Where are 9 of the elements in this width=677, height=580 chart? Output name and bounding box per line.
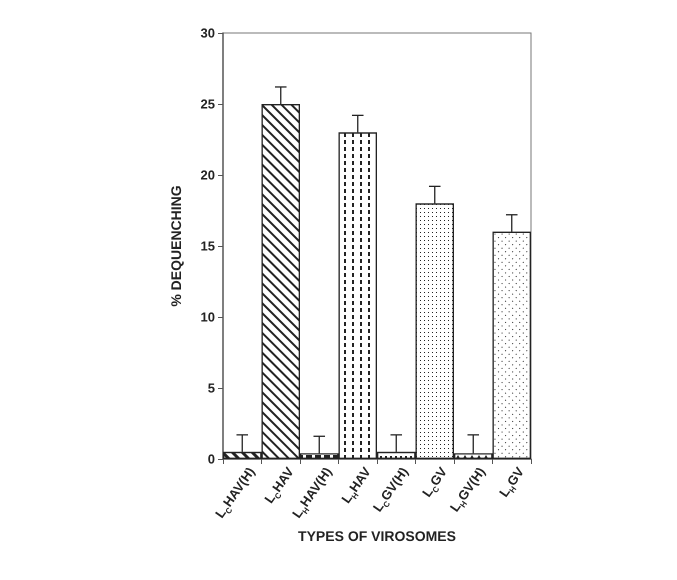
y-tick-label: 25 bbox=[200, 96, 215, 112]
y-axis-title: % DEQUENCHING bbox=[168, 185, 184, 307]
y-tick-label: 15 bbox=[200, 238, 215, 254]
y-tick-label: 20 bbox=[200, 168, 215, 182]
y-tick-label: 10 bbox=[200, 310, 215, 324]
x-axis-title: TYPES OF VIROSOMES bbox=[298, 528, 456, 544]
y-tick-label: 5 bbox=[208, 380, 215, 396]
y-tick-label: 0 bbox=[208, 452, 215, 466]
y-tick-label: 30 bbox=[200, 26, 215, 40]
